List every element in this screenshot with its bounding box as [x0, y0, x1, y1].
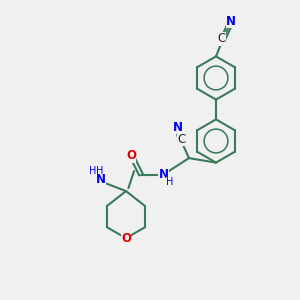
- Text: N: N: [158, 168, 169, 181]
- Text: H: H: [89, 166, 96, 176]
- Text: N: N: [226, 15, 236, 28]
- Text: O: O: [121, 232, 131, 245]
- Text: C: C: [218, 32, 226, 46]
- Text: H: H: [96, 166, 103, 176]
- Text: O: O: [126, 149, 136, 163]
- Text: C: C: [177, 133, 185, 146]
- Text: H: H: [166, 177, 173, 187]
- Text: N: N: [173, 121, 183, 134]
- Text: N: N: [96, 173, 106, 187]
